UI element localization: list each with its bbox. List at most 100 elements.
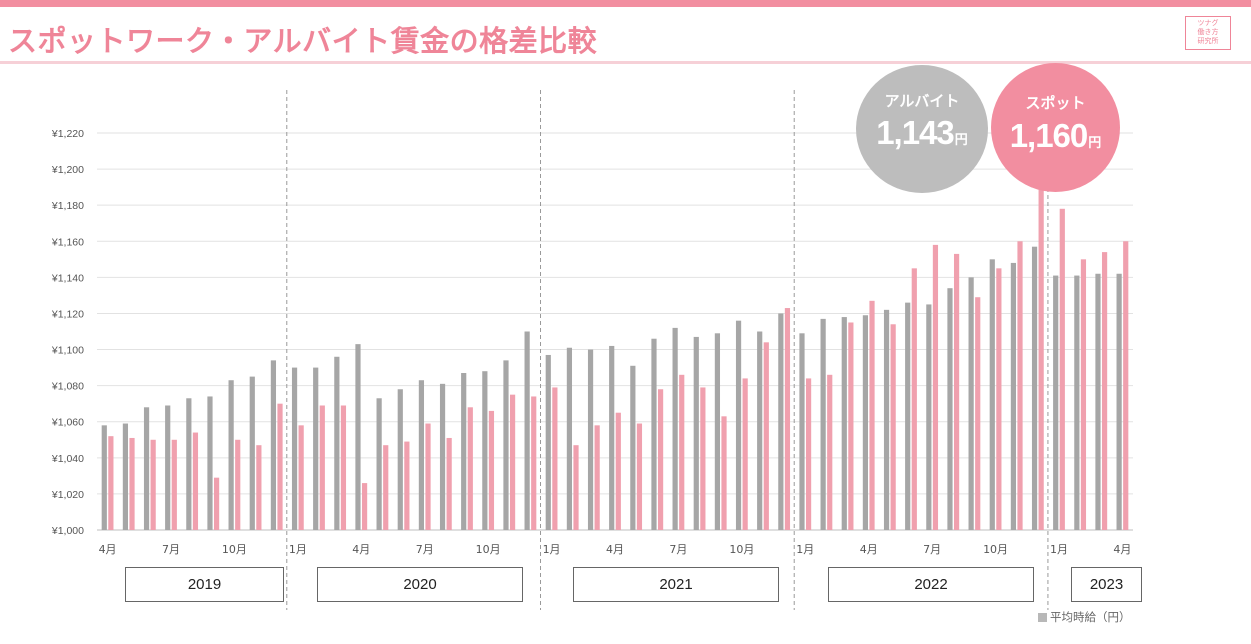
spot-bar bbox=[171, 439, 177, 530]
spot-bar bbox=[827, 374, 833, 530]
spot-bar bbox=[235, 439, 241, 530]
year-label-2022: 2022 bbox=[828, 567, 1034, 602]
part-time-bar bbox=[122, 423, 129, 530]
spot-bar bbox=[488, 410, 495, 530]
logo-line: ツナグ bbox=[1197, 19, 1219, 27]
x-tick-label: 4月 bbox=[1113, 543, 1131, 556]
spot-bar bbox=[425, 423, 431, 530]
spot-bar bbox=[636, 423, 643, 530]
spot-bar bbox=[721, 416, 727, 530]
x-tick-label: 7月 bbox=[416, 543, 434, 556]
part-time-bar bbox=[270, 360, 277, 530]
x-tick-label: 1月 bbox=[1050, 543, 1068, 556]
spot-bar bbox=[383, 445, 389, 530]
part-time-bar bbox=[228, 380, 234, 530]
part-time-bar bbox=[820, 318, 826, 530]
part-time-bar bbox=[418, 380, 425, 530]
part-time-callout-value: 1,143円 bbox=[856, 114, 988, 152]
part-time-bar bbox=[926, 304, 932, 530]
spot-bar bbox=[192, 432, 199, 530]
part-time-bar bbox=[165, 405, 171, 530]
spot-bar bbox=[340, 405, 347, 530]
part-time-bar bbox=[313, 367, 319, 530]
part-time-bar bbox=[566, 347, 573, 530]
spot-bar bbox=[573, 445, 579, 530]
spot-bar bbox=[361, 483, 368, 530]
part-time-bar bbox=[524, 331, 530, 530]
title-divider bbox=[0, 61, 1251, 64]
part-time-callout: アルバイト 1,143円 bbox=[856, 65, 988, 193]
part-time-bar bbox=[862, 315, 869, 530]
spot-bar bbox=[1038, 187, 1044, 531]
x-tick-label: 1月 bbox=[289, 543, 307, 556]
y-tick-label: ¥1,000 bbox=[51, 525, 84, 537]
spot-bar bbox=[700, 387, 706, 530]
spot-bar bbox=[277, 403, 283, 530]
spot-value-unit: 円 bbox=[1088, 135, 1102, 150]
y-tick-label: ¥1,160 bbox=[51, 236, 84, 248]
y-tick-label: ¥1,040 bbox=[51, 453, 84, 465]
part-time-bar bbox=[461, 373, 467, 530]
part-time-bar bbox=[143, 407, 150, 530]
top-accent-bar bbox=[0, 0, 1251, 7]
spot-bar bbox=[932, 244, 939, 530]
logo-line: 研究所 bbox=[1197, 37, 1219, 45]
part-time-bar bbox=[714, 333, 721, 530]
logo-line: 働き方 bbox=[1197, 28, 1219, 36]
x-tick-label: 7月 bbox=[669, 543, 687, 556]
x-tick-label: 4月 bbox=[99, 543, 117, 556]
unit-note-text: 平均時給（円） bbox=[1050, 610, 1131, 624]
spot-bar bbox=[657, 389, 664, 530]
part-time-bar bbox=[672, 327, 678, 530]
spot-bar bbox=[869, 300, 875, 530]
part-time-bar bbox=[778, 313, 784, 530]
x-tick-label: 10月 bbox=[222, 543, 247, 556]
part-time-bar bbox=[1095, 273, 1101, 530]
x-tick-label: 4月 bbox=[606, 543, 624, 556]
year-label-2023: 2023 bbox=[1071, 567, 1142, 602]
spot-bar bbox=[1123, 241, 1129, 531]
y-tick-label: ¥1,060 bbox=[51, 417, 84, 429]
x-tick-label: 10月 bbox=[476, 543, 501, 556]
part-time-bar bbox=[1116, 273, 1122, 530]
page-title: スポットワーク・アルバイト賃金の格差比較 bbox=[8, 24, 598, 58]
x-tick-label: 7月 bbox=[923, 543, 941, 556]
spot-bar bbox=[953, 253, 960, 530]
part-time-bar bbox=[1053, 275, 1059, 530]
part-time-callout-label: アルバイト bbox=[884, 92, 960, 110]
brand-logo: ツナグ 働き方 研究所 bbox=[1185, 16, 1231, 50]
spot-bar bbox=[742, 378, 748, 530]
spot-callout-label: スポット bbox=[1025, 94, 1086, 112]
spot-bar bbox=[256, 445, 262, 530]
part-time-bar bbox=[630, 365, 636, 530]
x-tick-label: 10月 bbox=[983, 543, 1008, 556]
spot-bar bbox=[1017, 241, 1023, 531]
spot-bar bbox=[150, 439, 156, 530]
part-time-bar bbox=[397, 389, 403, 530]
spot-bar bbox=[108, 436, 114, 530]
year-label-2021: 2021 bbox=[573, 567, 779, 602]
y-tick-label: ¥1,100 bbox=[51, 345, 84, 357]
part-time-bar bbox=[439, 383, 446, 530]
spot-bar bbox=[594, 425, 600, 530]
spot-bar bbox=[531, 396, 537, 530]
spot-bar bbox=[975, 297, 981, 530]
y-tick-label: ¥1,120 bbox=[51, 308, 84, 320]
part-time-bar bbox=[334, 356, 340, 530]
spot-bar bbox=[679, 374, 685, 530]
y-tick-label: ¥1,180 bbox=[51, 200, 84, 212]
part-time-bar bbox=[503, 360, 509, 530]
spot-bar bbox=[1059, 208, 1065, 531]
spot-bar bbox=[404, 441, 410, 530]
spot-value-number: 1,160 bbox=[1009, 117, 1089, 154]
part-time-bar bbox=[905, 302, 911, 530]
unit-note: 平均時給（円） bbox=[1038, 609, 1131, 625]
legend-square-icon bbox=[1038, 613, 1047, 622]
y-tick-label: ¥1,080 bbox=[51, 381, 84, 393]
part-time-bar bbox=[947, 288, 953, 530]
spot-bar bbox=[1101, 252, 1108, 530]
spot-bar bbox=[509, 394, 516, 530]
part-time-bar bbox=[1074, 275, 1080, 530]
spot-callout: スポット 1,160円 bbox=[991, 63, 1120, 192]
